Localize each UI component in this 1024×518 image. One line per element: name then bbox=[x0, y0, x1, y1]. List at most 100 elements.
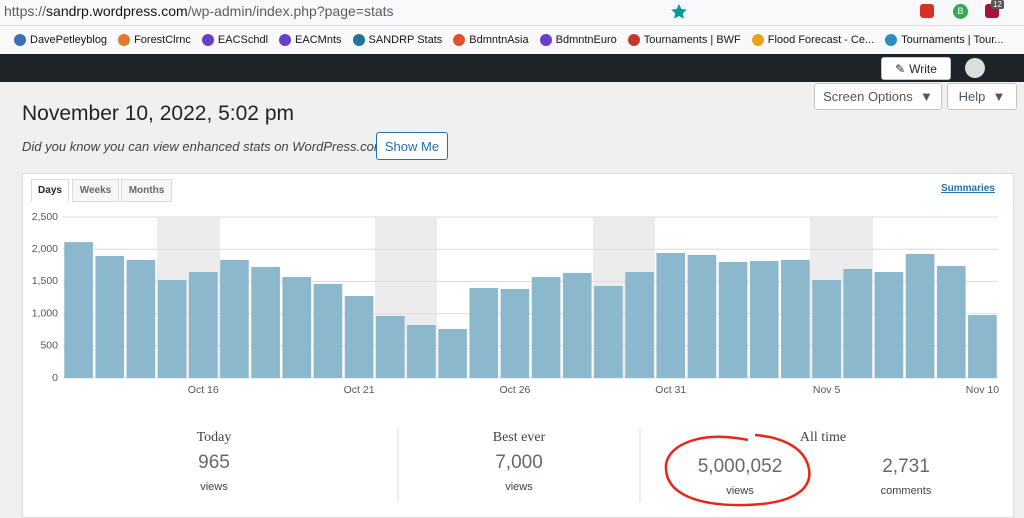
x-tick-label: Oct 21 bbox=[344, 384, 375, 396]
stat-unit: views bbox=[505, 481, 533, 493]
bookmark-label: SANDRP Stats bbox=[368, 34, 443, 46]
stat-label: Today bbox=[196, 430, 232, 445]
bookmark-label: EACMnts bbox=[295, 34, 342, 46]
tab[interactable]: Weeks bbox=[72, 179, 119, 202]
stat-value: 965 bbox=[198, 452, 230, 473]
bookmark[interactable]: Tournaments | Tour... bbox=[885, 34, 1003, 46]
bookmark[interactable]: BdmntnAsia bbox=[453, 34, 529, 46]
stat-unit: views bbox=[726, 485, 754, 497]
bookmark[interactable]: SANDRP Stats bbox=[352, 34, 443, 46]
x-tick-label: Nov 5 bbox=[813, 384, 841, 396]
bookmark-label: Flood Forecast - Ce... bbox=[767, 34, 875, 46]
ext-s[interactable] bbox=[920, 4, 934, 18]
url-bar[interactable]: https://sandrp.wordpress.com/wp-admin/in… bbox=[0, 0, 1024, 26]
bar bbox=[749, 260, 779, 378]
tab[interactable]: Months bbox=[121, 179, 172, 202]
bar bbox=[344, 296, 374, 378]
bar bbox=[968, 315, 997, 378]
y-tick-label: 500 bbox=[40, 340, 58, 352]
bar bbox=[251, 266, 280, 378]
x-tick-label: Oct 31 bbox=[655, 384, 686, 396]
bookmark-label: DavePetleyblog bbox=[30, 34, 108, 46]
bar bbox=[594, 285, 623, 378]
y-tick-label: 2,000 bbox=[32, 243, 58, 255]
bookmark[interactable]: EACSchdl bbox=[201, 34, 269, 46]
bar bbox=[843, 268, 873, 378]
bar bbox=[95, 255, 125, 378]
y-tick-label: 1,000 bbox=[32, 307, 58, 319]
bar bbox=[781, 259, 810, 378]
show-me-label: Show Me bbox=[384, 138, 440, 154]
bar bbox=[188, 271, 218, 378]
badge: 12 bbox=[991, 0, 1004, 9]
url[interactable]: https://sandrp.wordpress.com/wp-admin/in… bbox=[4, 3, 394, 19]
bookmark-label: BdmntnEuro bbox=[555, 34, 617, 46]
bookmarks-bar: DavePetleyblog ForestClrnc EACSchdl EACMnts… bbox=[0, 26, 1024, 55]
stat-comments: 2,731 comments bbox=[806, 456, 1006, 497]
bookmark-label: BdmntnAsia bbox=[469, 34, 529, 46]
admin-bar: ✎ Write bbox=[0, 54, 1024, 82]
bar bbox=[500, 288, 530, 378]
bookmark-icon bbox=[14, 34, 26, 46]
bar bbox=[718, 262, 748, 378]
bookmark-icon bbox=[751, 34, 764, 46]
bar bbox=[562, 272, 592, 378]
y-tick-label: 2,500 bbox=[32, 211, 58, 223]
screen-options[interactable]: Screen Options ▼ bbox=[814, 83, 942, 110]
x-tick-label: Nov 10 bbox=[966, 384, 999, 396]
bookmark[interactable]: DavePetleyblog bbox=[14, 34, 107, 46]
url-path: /wp-admin/index.php?page=stats bbox=[187, 3, 394, 19]
bar bbox=[812, 279, 841, 378]
summaries-link[interactable]: Summaries bbox=[941, 183, 995, 194]
bar bbox=[936, 265, 966, 378]
user-avatar[interactable] bbox=[965, 58, 985, 78]
bar bbox=[375, 315, 405, 378]
stat-all-time-label: All time bbox=[799, 430, 847, 445]
bar bbox=[469, 287, 499, 378]
y-tick-label: 1,500 bbox=[32, 275, 58, 287]
bookmark-label: EACSchdl bbox=[217, 34, 269, 46]
stat-today: Today 965 views bbox=[114, 430, 314, 493]
prompt: Did you know you can view enhanced stats… bbox=[22, 139, 392, 154]
bar bbox=[220, 259, 249, 378]
write-label: Write bbox=[909, 61, 937, 76]
bookmark-icon bbox=[118, 34, 131, 46]
stat-label: Best ever bbox=[492, 430, 546, 445]
tab[interactable]: Days bbox=[31, 179, 69, 202]
annotation-circle bbox=[664, 433, 811, 507]
help[interactable]: Help ▼ bbox=[947, 83, 1017, 110]
bookmark[interactable]: ForestClrnc bbox=[118, 34, 191, 46]
stat-value: 7,000 bbox=[495, 452, 543, 473]
bar bbox=[687, 254, 717, 378]
bar bbox=[905, 253, 935, 378]
avatar[interactable]: B bbox=[953, 4, 968, 19]
bookmark[interactable]: BdmntnEuro bbox=[539, 34, 617, 46]
bookmark-label: Tournaments | Tour... bbox=[901, 34, 1004, 46]
star[interactable] bbox=[670, 3, 688, 21]
screen-options-label: Screen Options bbox=[823, 89, 913, 104]
bar bbox=[625, 271, 654, 378]
url-prefix: https:// bbox=[4, 3, 47, 19]
y-tick-label: 0 bbox=[52, 372, 58, 384]
bar bbox=[531, 276, 561, 378]
x-tick-label: Oct 26 bbox=[499, 384, 530, 396]
stat-unit: views bbox=[200, 481, 228, 493]
bookmark[interactable]: Flood Forecast - Ce... bbox=[751, 34, 875, 46]
bar bbox=[282, 276, 312, 378]
page-title: November 10, 2022, 5:02 pm bbox=[22, 102, 294, 125]
stat-best: Best ever 7,000 views bbox=[419, 430, 619, 493]
bar bbox=[874, 271, 904, 378]
bar bbox=[313, 283, 343, 378]
show-me[interactable]: Show Me bbox=[376, 132, 448, 160]
bookmark[interactable]: Tournaments | BWF bbox=[627, 34, 741, 46]
bar bbox=[407, 324, 436, 378]
bookmark-icon bbox=[539, 34, 552, 46]
bookmark-icon bbox=[453, 34, 466, 46]
stat-all-views: 5,000,052 views bbox=[640, 456, 840, 497]
bookmark-icon bbox=[279, 34, 292, 46]
write-button[interactable]: ✎ Write bbox=[881, 57, 951, 80]
bookmark-icon bbox=[201, 34, 214, 46]
bookmark[interactable]: EACMnts bbox=[279, 34, 342, 46]
bookmark-icon bbox=[352, 34, 365, 46]
url-host: sandrp.wordpress.com bbox=[46, 3, 188, 19]
